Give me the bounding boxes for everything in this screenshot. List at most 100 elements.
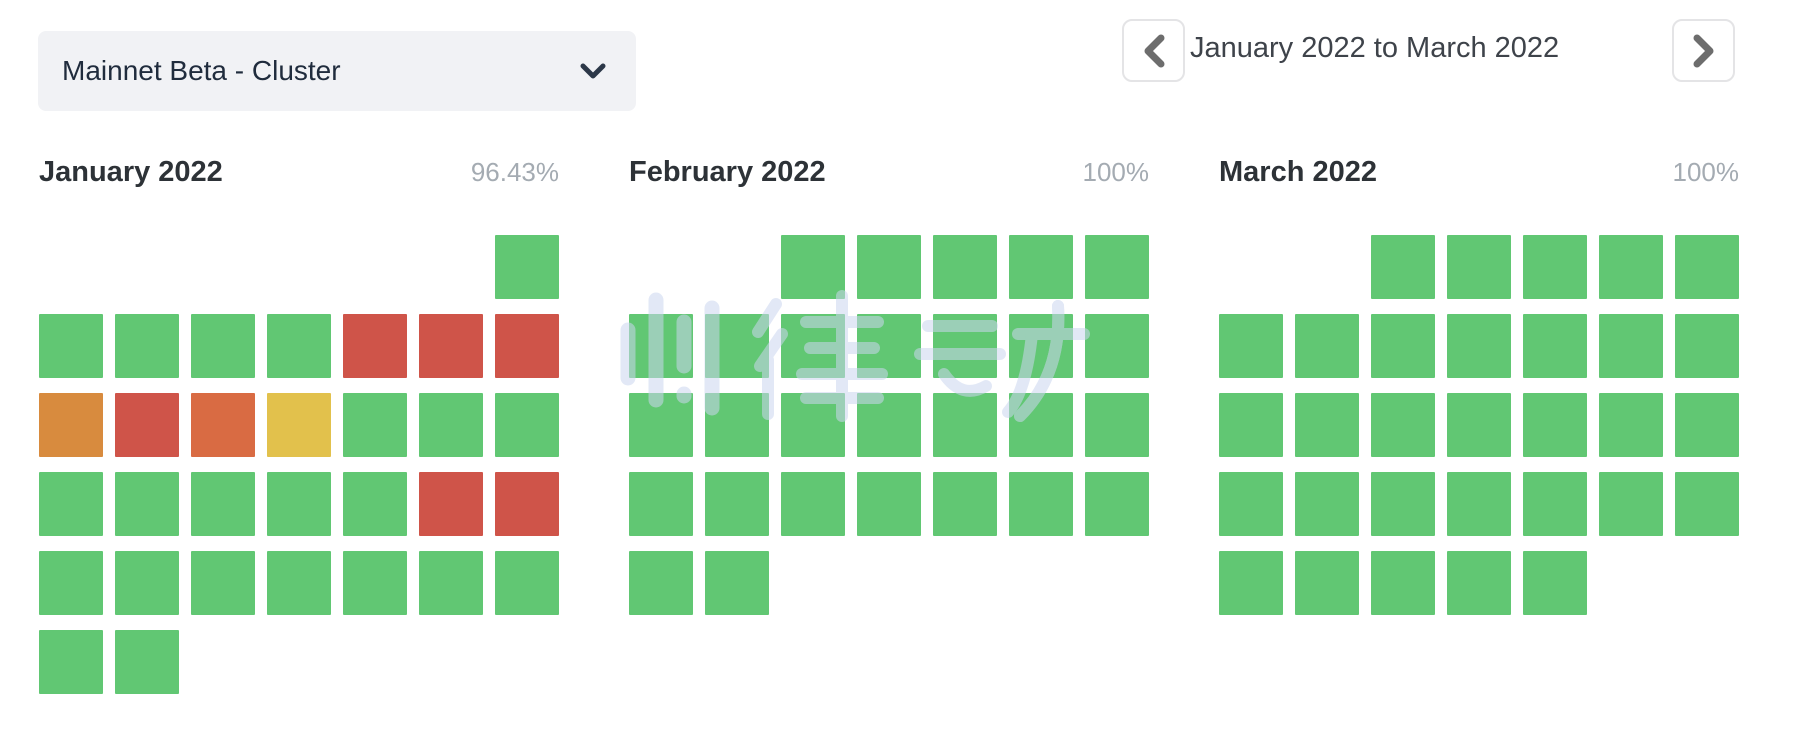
uptime-day-cell[interactable]: [1371, 393, 1435, 457]
uptime-day-cell[interactable]: [1295, 393, 1359, 457]
uptime-day-cell[interactable]: [1371, 235, 1435, 299]
uptime-day-cell[interactable]: [629, 551, 693, 615]
uptime-day-cell[interactable]: [419, 393, 483, 457]
uptime-day-cell[interactable]: [1523, 393, 1587, 457]
uptime-day-cell[interactable]: [1295, 314, 1359, 378]
uptime-day-cell[interactable]: [191, 314, 255, 378]
uptime-day-cell[interactable]: [191, 472, 255, 536]
uptime-day-cell[interactable]: [1009, 393, 1073, 457]
month-title: March 2022: [1219, 156, 1377, 188]
uptime-day-cell[interactable]: [1219, 314, 1283, 378]
uptime-day-cell[interactable]: [629, 393, 693, 457]
uptime-day-cell[interactable]: [1295, 551, 1359, 615]
uptime-day-cell[interactable]: [629, 314, 693, 378]
uptime-day-cell[interactable]: [933, 314, 997, 378]
uptime-day-cell[interactable]: [705, 314, 769, 378]
chevron-down-icon: [580, 63, 606, 79]
uptime-day-cell[interactable]: [933, 393, 997, 457]
uptime-day-cell[interactable]: [267, 393, 331, 457]
uptime-day-cell[interactable]: [343, 314, 407, 378]
uptime-day-cell[interactable]: [1447, 551, 1511, 615]
uptime-day-cell[interactable]: [857, 393, 921, 457]
uptime-day-cell[interactable]: [1371, 314, 1435, 378]
cluster-selector-dropdown[interactable]: Mainnet Beta - Cluster: [38, 31, 636, 111]
uptime-day-cell[interactable]: [191, 551, 255, 615]
uptime-day-cell[interactable]: [1009, 235, 1073, 299]
uptime-day-cell[interactable]: [781, 393, 845, 457]
uptime-day-cell[interactable]: [857, 314, 921, 378]
uptime-day-cell[interactable]: [495, 472, 559, 536]
uptime-day-cell[interactable]: [115, 314, 179, 378]
uptime-day-cell[interactable]: [1523, 472, 1587, 536]
uptime-day-cell[interactable]: [495, 551, 559, 615]
uptime-day-cell[interactable]: [1085, 314, 1149, 378]
uptime-day-cell[interactable]: [115, 393, 179, 457]
empty-day-cell: [1295, 235, 1359, 299]
uptime-day-cell[interactable]: [39, 314, 103, 378]
uptime-day-cell[interactable]: [1675, 314, 1739, 378]
month-title: January 2022: [39, 156, 223, 188]
uptime-day-cell[interactable]: [1447, 235, 1511, 299]
uptime-day-cell[interactable]: [1219, 393, 1283, 457]
uptime-day-cell[interactable]: [191, 393, 255, 457]
uptime-day-cell[interactable]: [1599, 235, 1663, 299]
uptime-day-cell[interactable]: [1599, 472, 1663, 536]
uptime-day-cell[interactable]: [1675, 393, 1739, 457]
uptime-day-cell[interactable]: [115, 472, 179, 536]
uptime-day-cell[interactable]: [857, 235, 921, 299]
uptime-day-cell[interactable]: [495, 393, 559, 457]
uptime-day-cell[interactable]: [343, 472, 407, 536]
date-range-label: January 2022 to March 2022: [1190, 32, 1560, 64]
uptime-day-cell[interactable]: [1085, 472, 1149, 536]
uptime-day-cell[interactable]: [1599, 393, 1663, 457]
uptime-day-cell[interactable]: [495, 314, 559, 378]
uptime-day-cell[interactable]: [1523, 314, 1587, 378]
uptime-day-cell[interactable]: [933, 235, 997, 299]
uptime-day-cell[interactable]: [1447, 314, 1511, 378]
uptime-day-cell[interactable]: [115, 630, 179, 694]
next-range-button[interactable]: [1672, 19, 1735, 82]
empty-day-cell: [343, 235, 407, 299]
uptime-day-cell[interactable]: [705, 472, 769, 536]
uptime-day-cell[interactable]: [1219, 472, 1283, 536]
uptime-day-cell[interactable]: [267, 551, 331, 615]
uptime-day-cell[interactable]: [1009, 472, 1073, 536]
uptime-day-cell[interactable]: [419, 551, 483, 615]
uptime-day-cell[interactable]: [267, 472, 331, 536]
uptime-day-cell[interactable]: [419, 314, 483, 378]
uptime-day-cell[interactable]: [1009, 314, 1073, 378]
uptime-day-cell[interactable]: [1523, 551, 1587, 615]
uptime-day-cell[interactable]: [857, 472, 921, 536]
uptime-day-cell[interactable]: [39, 393, 103, 457]
uptime-day-cell[interactable]: [1599, 314, 1663, 378]
uptime-day-cell[interactable]: [705, 393, 769, 457]
uptime-day-cell[interactable]: [1085, 235, 1149, 299]
uptime-day-cell[interactable]: [39, 551, 103, 615]
uptime-day-cell[interactable]: [1523, 235, 1587, 299]
uptime-day-cell[interactable]: [705, 551, 769, 615]
uptime-day-cell[interactable]: [1371, 472, 1435, 536]
uptime-day-cell[interactable]: [419, 472, 483, 536]
uptime-day-cell[interactable]: [39, 472, 103, 536]
uptime-day-cell[interactable]: [1085, 393, 1149, 457]
uptime-day-cell[interactable]: [267, 314, 331, 378]
uptime-day-cell[interactable]: [1447, 472, 1511, 536]
uptime-day-cell[interactable]: [781, 235, 845, 299]
uptime-day-cell[interactable]: [781, 472, 845, 536]
prev-range-button[interactable]: [1122, 19, 1185, 82]
uptime-day-cell[interactable]: [1675, 235, 1739, 299]
uptime-day-cell[interactable]: [781, 314, 845, 378]
uptime-day-cell[interactable]: [39, 630, 103, 694]
uptime-day-cell[interactable]: [343, 551, 407, 615]
uptime-day-cell[interactable]: [1675, 472, 1739, 536]
uptime-day-cell[interactable]: [115, 551, 179, 615]
uptime-day-cell[interactable]: [495, 235, 559, 299]
uptime-day-cell[interactable]: [933, 472, 997, 536]
month-uptime-percent: 96.43%: [470, 157, 559, 187]
uptime-day-cell[interactable]: [1295, 472, 1359, 536]
uptime-day-cell[interactable]: [1371, 551, 1435, 615]
uptime-day-cell[interactable]: [629, 472, 693, 536]
uptime-day-cell[interactable]: [1447, 393, 1511, 457]
uptime-day-cell[interactable]: [343, 393, 407, 457]
uptime-day-cell[interactable]: [1219, 551, 1283, 615]
